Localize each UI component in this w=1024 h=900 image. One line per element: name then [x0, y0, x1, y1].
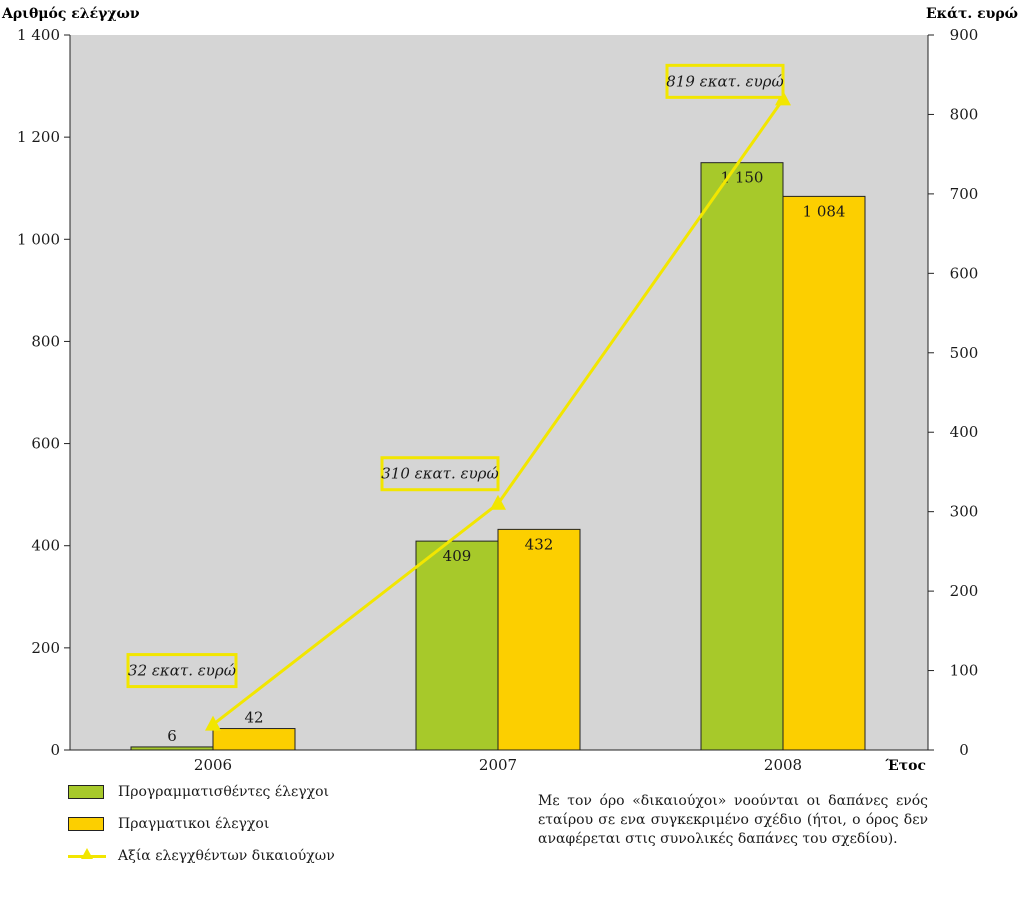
legend-label-actual: Πραγματικοι έλεγχοι — [118, 816, 270, 832]
y-right-tick-label: 200 — [950, 582, 979, 600]
value-marker — [490, 494, 506, 510]
y-left-tick-label: 0 — [50, 741, 60, 759]
y-right-tick-label: 600 — [950, 264, 979, 282]
legend-label-planned: Προγραμματισθέντες έλεγχοι — [118, 784, 329, 800]
legend-swatch-planned — [68, 785, 104, 799]
legend-swatch-value — [68, 848, 106, 863]
bar-value-label: 409 — [443, 547, 472, 565]
x-tick-label: 2007 — [479, 756, 517, 770]
annotation-box — [665, 63, 785, 99]
bar-value-label: 432 — [525, 535, 554, 553]
annotation-box — [126, 653, 238, 689]
y-right-tick-label: 0 — [959, 741, 969, 759]
annotation-box — [380, 456, 500, 492]
legend-label-value: Αξία ελεγχθέντων δικαιούχων — [118, 848, 335, 864]
y-right-tick-label: 500 — [950, 344, 979, 362]
y-right-tick-label: 900 — [950, 26, 979, 44]
legend-item-actual: Πραγματικοι έλεγχοι — [68, 808, 488, 840]
annotation-label: 32 εκατ. ευρώ — [128, 662, 236, 680]
footnote: Με τον όρο «δικαιούχοι» νοούνται οι δαπά… — [538, 793, 928, 847]
y-left-tick-label: 200 — [31, 639, 60, 657]
y-left-tick-label: 600 — [31, 435, 60, 453]
bar-planned-2008 — [700, 162, 784, 751]
x-tick-label: 2006 — [194, 756, 232, 770]
x-tick-label: 2008 — [764, 756, 802, 770]
bar-value-label: 6 — [167, 727, 177, 745]
x-axis-title: Έτος — [884, 758, 926, 770]
annotation-label: 310 εκατ. ευρώ — [381, 465, 498, 483]
bar-actual-2006 — [212, 728, 296, 751]
bar-value-label: 42 — [244, 709, 263, 727]
y-right-tick-label: 100 — [950, 662, 979, 680]
y-right-tick-label: 800 — [950, 105, 979, 123]
annotation-label: 819 εκατ. ευρώ — [666, 72, 783, 90]
y-left-tick-label: 1 400 — [17, 26, 60, 44]
bar-planned-2007 — [415, 540, 499, 751]
y-left-tick-label: 1 000 — [17, 230, 60, 248]
y-axis-right-title: Εκάτ. ευρώ — [926, 6, 1018, 22]
legend-item-value: Αξία ελεγχθέντων δικαιούχων — [68, 840, 488, 872]
chart-svg: 0 200 400 600 800 1 000 1 200 1 400 0 100 200 300 4… — [1, 6, 1018, 774]
y-left-tick-label: 400 — [31, 537, 60, 555]
bar-value-label: 1 084 — [803, 202, 846, 220]
y-right-tick-label: 400 — [950, 423, 979, 441]
legend: Προγραμματισθέντες έλεγχοι Πραγματικοι έ… — [68, 776, 488, 872]
bar-actual-2008 — [782, 195, 866, 751]
y-right-tick-label: 300 — [950, 503, 979, 521]
value-marker — [205, 715, 221, 731]
y-right-tick-label: 700 — [950, 185, 979, 203]
y-left-tick-label: 800 — [31, 332, 60, 350]
legend-swatch-actual — [68, 817, 104, 831]
legend-item-planned: Προγραμματισθέντες έλεγχοι — [68, 776, 488, 808]
y-left-tick-label: 1 200 — [17, 128, 60, 146]
y-axis-left-title: Αριθμός ελέγχων — [1, 6, 140, 22]
bar-actual-2007 — [497, 528, 581, 751]
